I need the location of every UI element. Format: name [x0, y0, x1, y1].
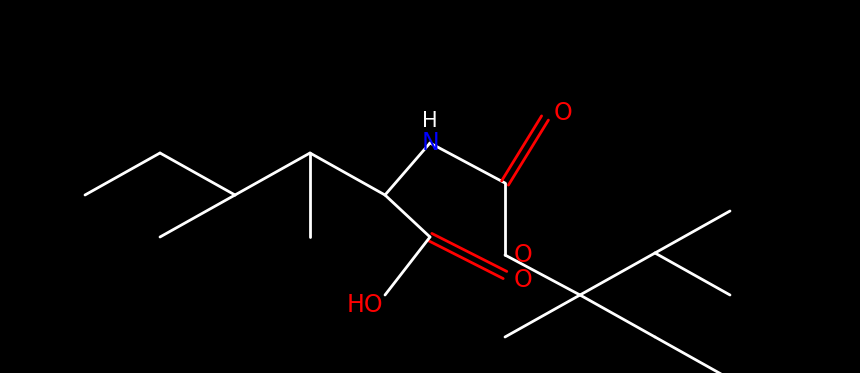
Text: O: O — [513, 243, 532, 267]
Text: O: O — [513, 268, 532, 292]
Text: O: O — [554, 101, 573, 125]
Text: H: H — [422, 111, 438, 131]
Text: N: N — [421, 131, 439, 155]
Text: HO: HO — [347, 293, 384, 317]
